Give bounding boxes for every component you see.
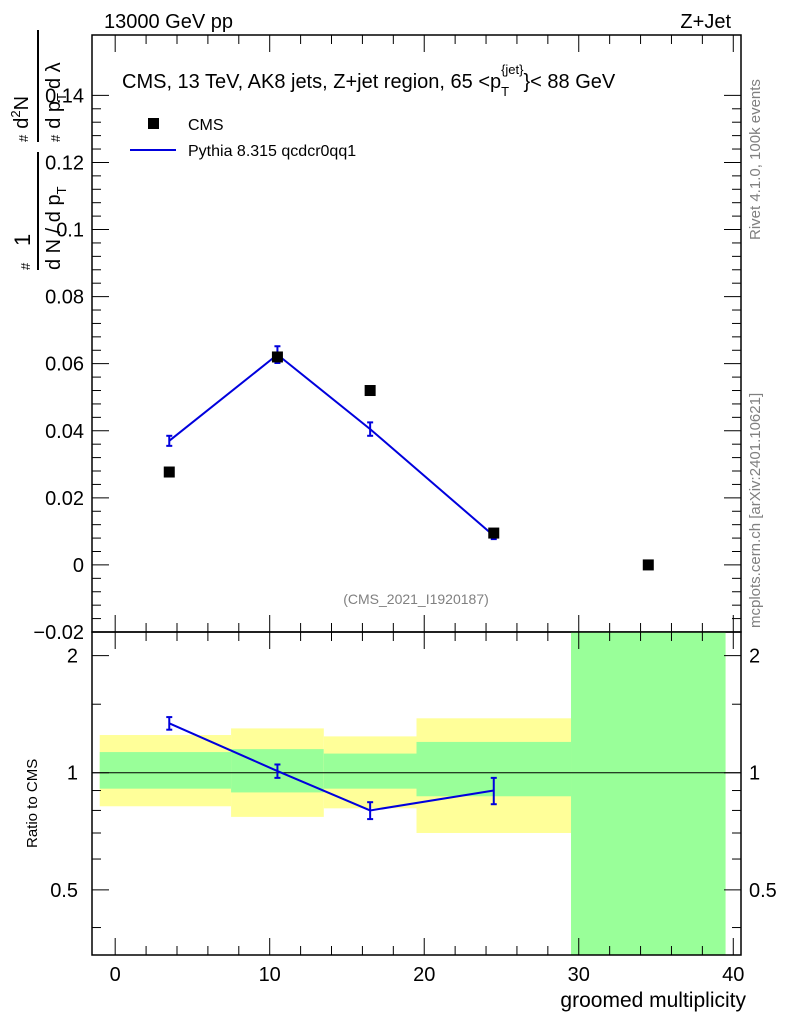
ratio-frame [91,631,742,956]
main-ytick-label: 0.02 [45,488,84,510]
main-ytick-label: 0.14 [45,85,84,107]
pythia-line [168,353,495,537]
ratio-ytick-label-right: 0.5 [749,880,777,902]
ratio-band-green [571,632,726,955]
cms-point [642,559,654,571]
ratio-xtick-label: 40 [722,964,744,986]
main-axes: −0.02 0 0.02 0.04 0.06 0.08 0.1 0.12 0.14 [33,34,742,644]
ratio-ytick-label: 2 [67,646,78,668]
ratio-xtick-label: 20 [413,964,435,986]
title-part-before: CMS, 13 TeV, AK8 jets, Z+jet region, 65 … [122,71,501,93]
legend-label-pythia: Pythia 8.315 qcdcr0qq1 [188,143,356,160]
main-marks [163,345,654,571]
ylabel-e: #d pTd λ [43,62,69,142]
analysis-watermark: (CMS_2021_I1920187) [343,591,489,607]
cms-point [271,351,283,363]
ylabel-b: d N / d pT [43,186,69,270]
ratio-xlabel: groomed multiplicity [560,989,746,1012]
ylabel-c: #d2N [8,96,33,142]
ratio-band-green [323,753,417,789]
title-part-after: }< 88 GeV [524,71,616,93]
ratio-marks [166,716,497,821]
main-ytick-label: 0.04 [45,421,84,443]
ratio-band-green [99,752,232,789]
header-right: Z+Jet [680,11,731,33]
cms-point [488,527,500,539]
legend-marker-cms [148,118,159,129]
legend-label-cms: CMS [188,117,224,134]
ratio-xtick-label: 0 [110,964,121,986]
cms-point [364,385,376,397]
main-ytick-label: 0.08 [45,287,84,309]
rivet-label: Rivet 4.1.0, 100k events [747,79,764,240]
main-ylabel: #1 d N / d pT #d2N #d pTd λ [8,30,69,270]
ratio-pythia-line [168,722,494,812]
ratio-xtick-label: 10 [259,964,281,986]
ylabel-a: #1 [10,234,35,270]
ratio-ytick-label-right: 1 [749,763,760,785]
ratio-xtick-label: 30 [568,964,590,986]
mcplots-label: mcplots.cern.ch [arXiv:2401.10621] [747,393,764,628]
main-ytick-label: 0.12 [45,152,84,174]
ratio-ylabel: Ratio to CMS [24,759,41,848]
ratio-axes: 0.5 0.51 12 20 10 20 30 40 [50,631,777,986]
main-ytick-label: 0 [73,555,84,577]
ratio-ytick-label: 1 [67,763,78,785]
main-ytick-label: 0.06 [45,354,84,376]
main-ytick-label: −0.02 [33,622,84,644]
ratio-ytick-label-right: 2 [749,646,760,668]
ratio-ytick-label: 0.5 [50,880,78,902]
main-ytick-label: 0.1 [56,220,84,242]
ratio-bands [99,632,726,955]
main-title: CMS, 13 TeV, AK8 jets, Z+jet region, 65 … [122,62,616,99]
title-part-sub: T [501,84,509,99]
cms-point [163,466,175,478]
header-left: 13000 GeV pp [104,11,233,33]
title-part-sup: {jet} [501,62,524,77]
